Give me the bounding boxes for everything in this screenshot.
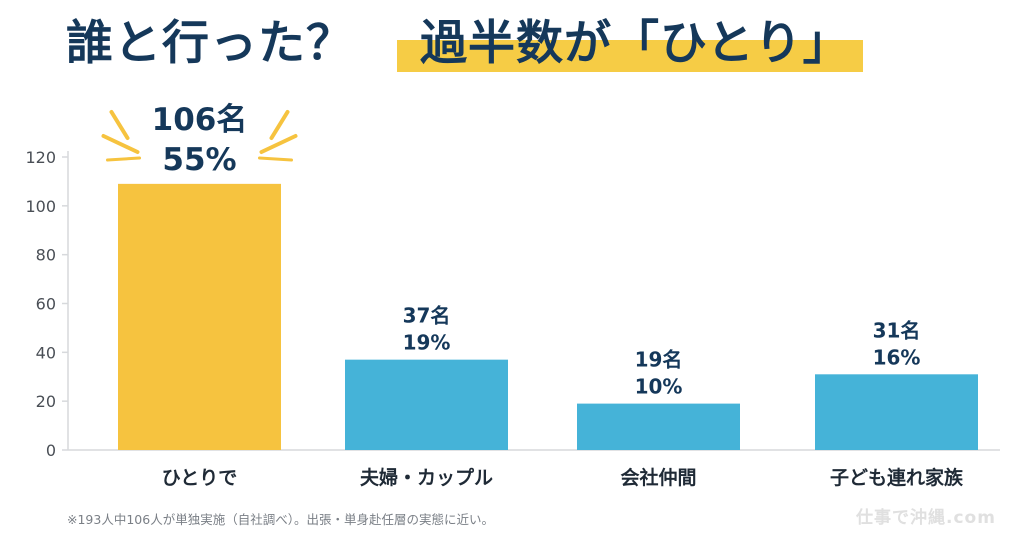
highlight-rays xyxy=(101,110,298,162)
count-label: 19名 xyxy=(635,348,683,372)
accent-ray xyxy=(269,110,290,140)
percent-label: 10% xyxy=(635,375,683,399)
accent-ray xyxy=(109,110,130,140)
bar-4 xyxy=(815,374,978,450)
category-label: ひとりで xyxy=(162,467,237,489)
y-tick-label: 120 xyxy=(25,148,56,167)
footnote: ※193人中106人が単独実施（自社調べ）。出張・単身赴任層の実態に近い。 xyxy=(67,512,494,527)
chart-title-left: 誰と行った？ xyxy=(66,16,354,71)
count-label: 31名 xyxy=(873,318,921,342)
y-tick-label: 100 xyxy=(25,197,56,216)
category-label: 会社仲間 xyxy=(620,466,696,489)
y-tick-label: 40 xyxy=(36,343,56,362)
category-label: 子ども連れ家族 xyxy=(830,466,964,489)
percent-label: 16% xyxy=(873,345,921,369)
accent-ray xyxy=(101,134,140,154)
watermark: 仕事で沖縄.com xyxy=(856,508,996,528)
chart-title-highlight: 過半数が「ひとり」 xyxy=(420,16,851,71)
bars xyxy=(118,183,978,450)
title-highlight-marker xyxy=(397,40,863,72)
x-axis-labels: ひとりで 夫婦・カップル 会社仲間 子ども連れ家族 xyxy=(162,466,964,489)
percent-label: 55% xyxy=(162,142,236,178)
count-label: 106名 xyxy=(152,102,248,138)
y-tick-label: 60 xyxy=(36,295,56,314)
accent-ray xyxy=(106,156,141,162)
data-labels: 106名 55% 37名 19% 19名 10% 31名 16% xyxy=(152,102,921,399)
bar-1 xyxy=(118,183,281,450)
y-tick-label: 80 xyxy=(36,246,56,265)
bar-3 xyxy=(577,403,740,450)
accent-ray xyxy=(259,134,298,154)
percent-label: 19% xyxy=(403,331,451,355)
y-tick-label: 0 xyxy=(46,441,56,460)
y-tick-label: 20 xyxy=(36,392,56,411)
count-label: 37名 xyxy=(403,304,451,328)
category-label: 夫婦・カップル xyxy=(360,466,493,489)
bar-2 xyxy=(345,359,508,450)
accent-ray xyxy=(258,156,293,162)
